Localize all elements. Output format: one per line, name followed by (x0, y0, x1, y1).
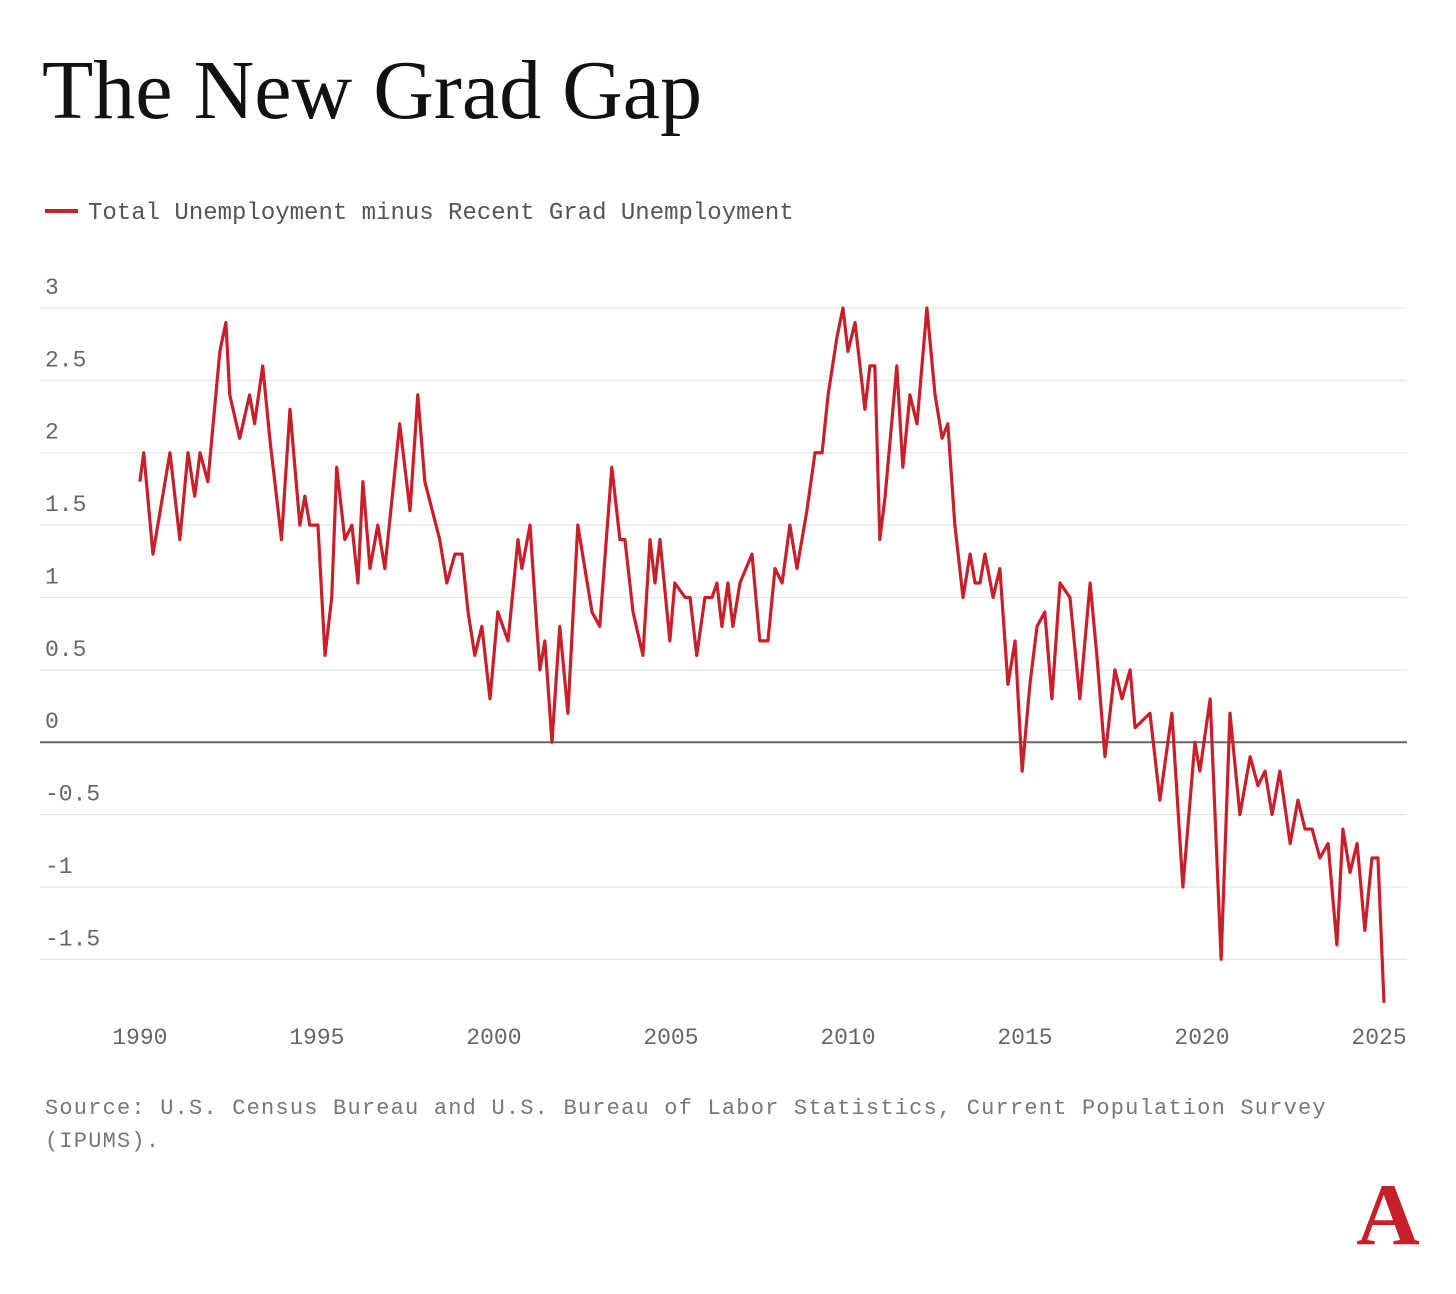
x-tick-label: 1995 (289, 1025, 344, 1051)
y-tick-label: 2 (45, 420, 59, 446)
y-tick-label: 3 (45, 275, 59, 301)
y-tick-label: 1.5 (45, 492, 86, 518)
x-tick-label: 2010 (820, 1025, 875, 1051)
logo: A (1356, 1167, 1420, 1264)
x-tick-label: 1990 (112, 1025, 167, 1051)
legend-label: Total Unemployment minus Recent Grad Une… (88, 200, 794, 227)
y-tick-label: 1 (45, 564, 59, 590)
x-tick-label: 2020 (1174, 1025, 1229, 1051)
y-tick-label: 2.5 (45, 347, 86, 373)
source-note: Source: U.S. Census Bureau and U.S. Bure… (45, 1096, 1327, 1154)
y-tick-label: 0 (45, 709, 59, 735)
chart-title: The New Grad Gap (42, 44, 702, 137)
y-tick-label: 0.5 (45, 637, 86, 663)
y-tick-label: -0.5 (45, 782, 100, 808)
x-tick-label: 2005 (643, 1025, 698, 1051)
y-tick-label: -1.5 (45, 926, 100, 952)
x-tick-label: 2015 (997, 1025, 1052, 1051)
x-tick-label: 2025 (1351, 1025, 1406, 1051)
x-tick-label: 2000 (466, 1025, 521, 1051)
y-tick-label: -1 (45, 854, 73, 880)
data-line (138, 306, 1386, 1003)
